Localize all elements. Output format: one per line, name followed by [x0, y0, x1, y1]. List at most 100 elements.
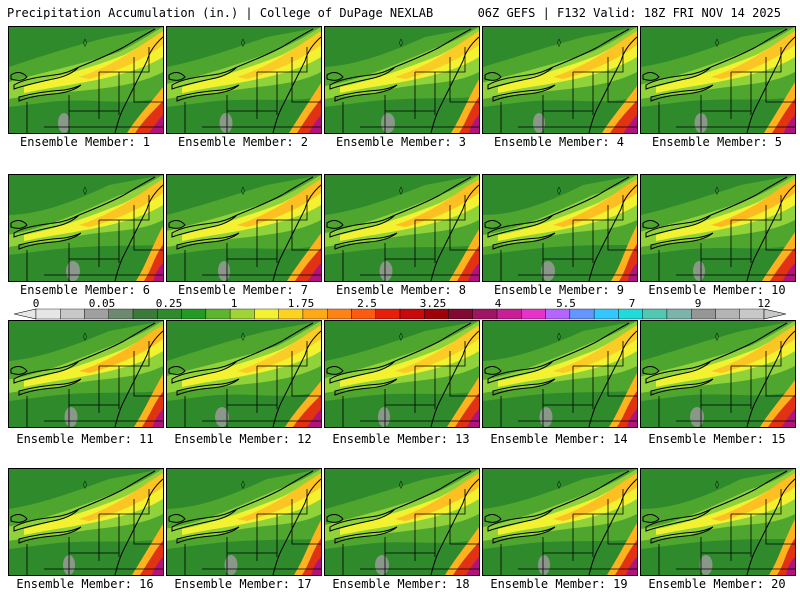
- svg-text:◊: ◊: [715, 480, 719, 489]
- colorbar-segment: [666, 308, 692, 320]
- svg-text:◊: ◊: [241, 38, 245, 47]
- svg-text:◊: ◊: [715, 186, 719, 195]
- ensemble-member-label: Ensemble Member: 20: [648, 577, 786, 591]
- svg-text:◊: ◊: [83, 480, 87, 489]
- colorbar-tick-label: 3.25: [419, 297, 447, 310]
- colorbar-tick-label: 0.05: [88, 297, 116, 310]
- svg-text:◊: ◊: [715, 38, 719, 47]
- ensemble-member-label: Ensemble Member: 3: [335, 135, 467, 149]
- svg-text:◊: ◊: [399, 38, 403, 47]
- ensemble-member-label: Ensemble Member: 18: [332, 577, 470, 591]
- colorbar-segment: [545, 308, 571, 320]
- colorbar-tick-label: 4: [494, 297, 502, 310]
- ensemble-member-label: Ensemble Member: 5: [651, 135, 783, 149]
- colorbar-segment: [278, 308, 304, 320]
- svg-text:◊: ◊: [241, 186, 245, 195]
- svg-text:◊: ◊: [557, 480, 561, 489]
- colorbar-segment: [715, 308, 740, 320]
- ensemble-member-label: Ensemble Member: 1: [19, 135, 151, 149]
- ensemble-member-label: Ensemble Member: 4: [493, 135, 625, 149]
- colorbar-segment: [157, 308, 182, 320]
- colorbar-segment: [642, 308, 668, 320]
- colorbar-segment: [351, 308, 376, 320]
- svg-text:◊: ◊: [399, 186, 403, 195]
- ensemble-member-label: Ensemble Member: 11: [16, 432, 154, 446]
- ensemble-member-map: ◊: [482, 320, 638, 428]
- colorbar-segment: [424, 308, 449, 320]
- ensemble-member-map: ◊: [324, 26, 480, 134]
- svg-text:◊: ◊: [557, 332, 561, 341]
- ensemble-member-map: ◊: [324, 468, 480, 576]
- ensemble-member-label: Ensemble Member: 16: [16, 577, 154, 591]
- ensemble-member-map: ◊: [8, 320, 164, 428]
- svg-text:◊: ◊: [557, 186, 561, 195]
- colorbar-segment: [593, 308, 619, 320]
- model-valid-time: 06Z GEFS | F132 Valid: 18Z FRI NOV 14 20…: [477, 6, 781, 20]
- ensemble-member-map: ◊: [640, 468, 796, 576]
- colorbar-segment: [327, 308, 352, 320]
- colorbar-segment: [448, 308, 473, 320]
- colorbar-segment: [108, 308, 134, 320]
- colorbar-segment: [229, 308, 255, 320]
- ensemble-member-map: ◊: [482, 174, 638, 282]
- svg-text:◊: ◊: [83, 186, 87, 195]
- map-title: Precipitation Accumulation (in.) | Colle…: [7, 6, 434, 20]
- ensemble-member-map: ◊: [166, 174, 322, 282]
- colorbar-segment: [205, 308, 231, 320]
- colorbar-tick-label: 0.25: [155, 297, 183, 310]
- ensemble-member-label: Ensemble Member: 2: [177, 135, 309, 149]
- colorbar-segment: [521, 308, 546, 320]
- svg-text:◊: ◊: [241, 332, 245, 341]
- svg-text:◊: ◊: [557, 38, 561, 47]
- ensemble-member-map: ◊: [8, 174, 164, 282]
- ensemble-member-map: ◊: [640, 174, 796, 282]
- ensemble-member-map: ◊: [166, 468, 322, 576]
- colorbar-segment: [472, 308, 498, 320]
- ensemble-member-label: Ensemble Member: 12: [174, 432, 312, 446]
- colorbar-segment: [739, 308, 765, 320]
- ensemble-member-label: Ensemble Member: 10: [648, 283, 786, 297]
- ensemble-member-map: ◊: [166, 26, 322, 134]
- colorbar-segment: [35, 308, 61, 320]
- svg-text:◊: ◊: [715, 332, 719, 341]
- colorbar-segment: [84, 308, 109, 320]
- colorbar-left-arrow: [14, 308, 37, 320]
- ensemble-member-map: ◊: [324, 320, 480, 428]
- colorbar-tick-label: 0: [32, 297, 40, 310]
- ensemble-member-map: ◊: [482, 468, 638, 576]
- ensemble-member-label: Ensemble Member: 8: [335, 283, 467, 297]
- colorbar-segment: [496, 308, 522, 320]
- precip-colorbar: [14, 308, 786, 320]
- colorbar-segment: [569, 308, 595, 320]
- svg-text:◊: ◊: [83, 332, 87, 341]
- ensemble-member-label: Ensemble Member: 19: [490, 577, 628, 591]
- ensemble-member-label: Ensemble Member: 7: [177, 283, 309, 297]
- ensemble-member-map: ◊: [640, 26, 796, 134]
- colorbar-segment: [399, 308, 425, 320]
- colorbar-segment: [181, 308, 207, 320]
- colorbar-segment: [375, 308, 401, 320]
- ensemble-member-map: ◊: [640, 320, 796, 428]
- colorbar-tick-label: 2.5: [357, 297, 377, 310]
- colorbar-tick-label: 1: [230, 297, 238, 310]
- ensemble-member-label: Ensemble Member: 6: [19, 283, 151, 297]
- colorbar-tick-label: 5.5: [556, 297, 576, 310]
- svg-text:◊: ◊: [241, 480, 245, 489]
- colorbar-segment: [60, 308, 85, 320]
- ensemble-member-label: Ensemble Member: 13: [332, 432, 470, 446]
- colorbar-segment: [618, 308, 643, 320]
- ensemble-member-label: Ensemble Member: 17: [174, 577, 312, 591]
- ensemble-member-map: ◊: [482, 26, 638, 134]
- svg-text:◊: ◊: [399, 480, 403, 489]
- colorbar-tick-label: 1.75: [287, 297, 315, 310]
- ensemble-member-label: Ensemble Member: 15: [648, 432, 786, 446]
- colorbar-tick-label: 7: [628, 297, 636, 310]
- colorbar-segment: [691, 308, 716, 320]
- ensemble-member-label: Ensemble Member: 9: [493, 283, 625, 297]
- ensemble-member-label: Ensemble Member: 14: [490, 432, 628, 446]
- svg-text:◊: ◊: [399, 332, 403, 341]
- svg-text:◊: ◊: [83, 38, 87, 47]
- ensemble-member-map: ◊: [8, 468, 164, 576]
- ensemble-member-map: ◊: [8, 26, 164, 134]
- ensemble-member-map: ◊: [166, 320, 322, 428]
